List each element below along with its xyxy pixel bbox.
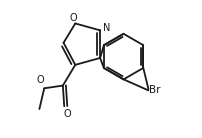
Text: O: O (63, 109, 70, 119)
Text: O: O (37, 75, 44, 85)
Text: O: O (69, 13, 77, 23)
Text: Br: Br (148, 85, 160, 95)
Text: N: N (102, 23, 110, 33)
